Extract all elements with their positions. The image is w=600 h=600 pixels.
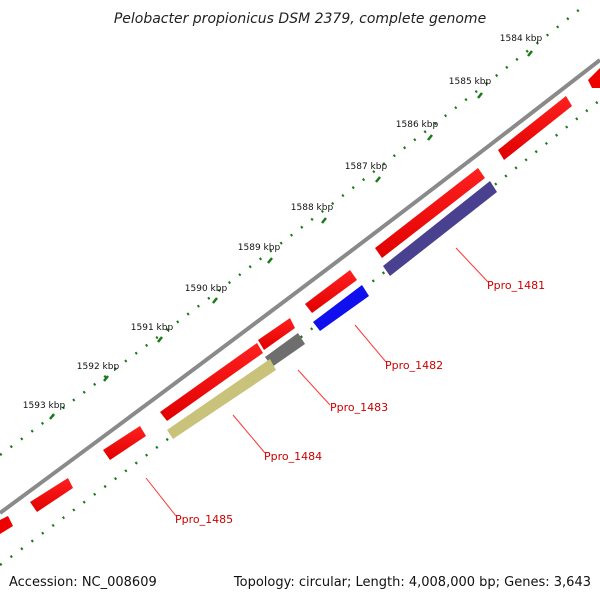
genome-summary-text: Topology: circular; Length: 4,008,000 bp… <box>233 575 591 590</box>
tick-mark <box>427 134 433 141</box>
cds-feature[interactable] <box>305 270 357 313</box>
cds-feature[interactable] <box>498 96 572 160</box>
tick-mark <box>157 336 163 343</box>
tick-label: 1587 kbp <box>345 162 388 172</box>
tick-mark <box>49 413 55 420</box>
gene-labels: Ppro_1481 Ppro_1482 Ppro_1483 Ppro_1484 … <box>175 279 545 526</box>
gene-label-ppro-1482[interactable]: Ppro_1482 <box>385 359 443 372</box>
tick-mark <box>321 217 327 224</box>
tick-mark <box>477 92 483 99</box>
leader-line <box>354 324 387 363</box>
tick-label: 1592 kbp <box>77 362 120 372</box>
cds-feature[interactable] <box>0 516 13 534</box>
cds-feature[interactable] <box>160 343 263 421</box>
gene-label-ppro-1484[interactable]: Ppro_1484 <box>264 450 322 463</box>
accession-text: Accession: NC_008609 <box>9 575 157 590</box>
tick-mark <box>103 375 109 382</box>
feature-ppro-1484[interactable] <box>167 359 276 439</box>
tick-labels: 1584 kbp 1585 kbp 1586 kbp 1587 kbp 1588… <box>23 34 543 411</box>
gene-label-ppro-1485[interactable]: Ppro_1485 <box>175 513 233 526</box>
tick-label: 1589 kbp <box>238 243 281 253</box>
tick-label: 1593 kbp <box>23 401 66 411</box>
genome-backbone <box>0 58 600 515</box>
tick-label: 1590 kbp <box>185 284 228 294</box>
feature-ppro-1483[interactable] <box>265 333 305 367</box>
tick-mark <box>527 50 533 57</box>
leader-line <box>455 247 489 283</box>
gene-label-ppro-1483[interactable]: Ppro_1483 <box>330 401 388 414</box>
reverse-strand-features <box>167 181 497 439</box>
outer-tick-track <box>0 4 586 457</box>
label-leaders <box>145 247 489 517</box>
tick-label: 1588 kbp <box>291 203 334 213</box>
cds-feature[interactable] <box>103 426 146 460</box>
leader-line <box>145 477 177 517</box>
cds-feature[interactable] <box>588 68 600 88</box>
inner-tick-track <box>0 99 600 567</box>
tick-mark <box>375 176 381 183</box>
tick-label: 1586 kbp <box>396 120 439 130</box>
tick-label: 1591 kbp <box>131 323 174 333</box>
cds-feature[interactable] <box>258 318 295 350</box>
tick-label: 1585 kbp <box>449 77 492 87</box>
leader-line <box>297 369 331 406</box>
map-title: Pelobacter propionicus DSM 2379, complet… <box>114 11 486 27</box>
forward-strand-features <box>0 68 600 534</box>
cds-feature[interactable] <box>30 478 73 512</box>
cds-feature[interactable] <box>375 168 485 258</box>
gene-label-ppro-1481[interactable]: Ppro_1481 <box>487 279 545 292</box>
tick-label: 1584 kbp <box>500 34 543 44</box>
feature-ppro-1481[interactable] <box>383 181 497 276</box>
leader-line <box>232 414 266 454</box>
feature-ppro-1482[interactable] <box>313 285 369 331</box>
tick-mark <box>267 257 273 264</box>
tick-mark <box>212 297 218 304</box>
major-ticks <box>49 50 533 420</box>
